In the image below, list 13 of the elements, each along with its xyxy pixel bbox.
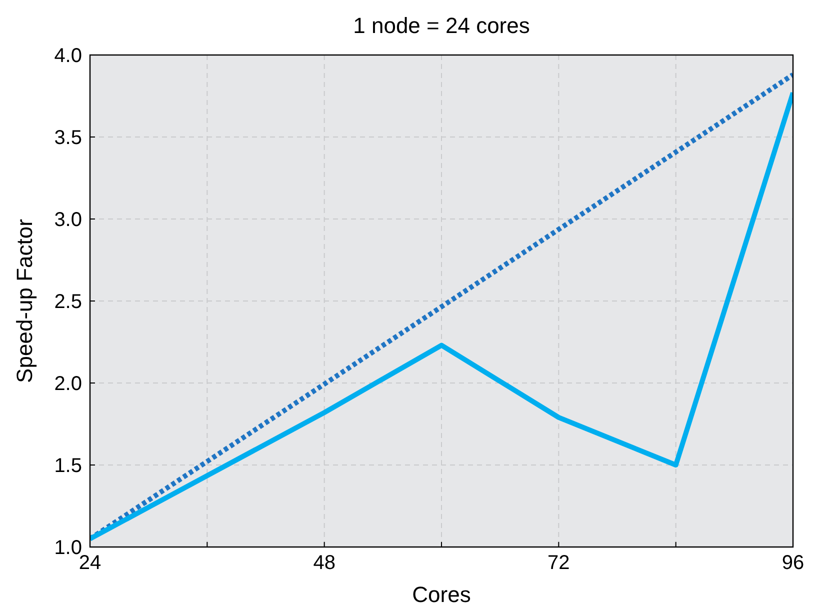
y-tick-label: 2.5	[54, 291, 82, 313]
y-tick-label: 3.0	[54, 209, 82, 231]
y-tick-label: 4.0	[54, 45, 82, 67]
y-axis-title: Speed-up Factor	[12, 219, 37, 383]
x-tick-label: 72	[548, 552, 570, 574]
x-tick-label: 96	[782, 552, 804, 574]
x-tick-label: 24	[78, 552, 102, 574]
x-axis-title: Cores	[412, 582, 471, 607]
y-tick-label: 2.0	[54, 373, 82, 395]
x-tick-label: 48	[313, 552, 336, 574]
y-tick-label: 1.5	[54, 455, 82, 477]
chart-title: 1 node = 24 cores	[353, 13, 530, 38]
y-tick-label: 3.5	[54, 127, 82, 149]
